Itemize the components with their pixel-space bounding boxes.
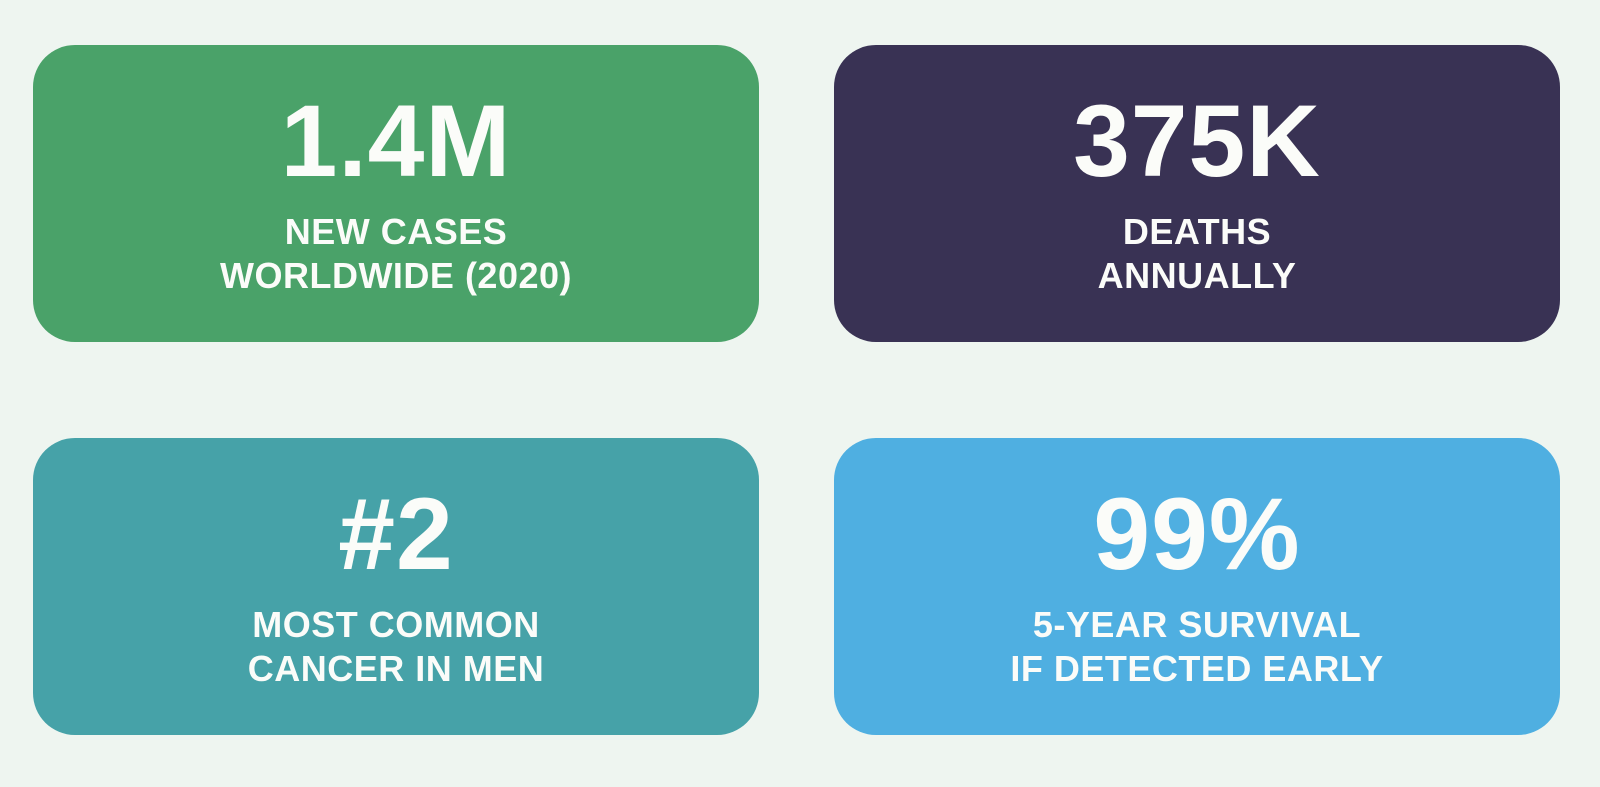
stat-label-ranking: MOST COMMON CANCER IN MEN — [248, 603, 545, 689]
stat-label-line: 5-YEAR SURVIVAL — [1032, 604, 1362, 646]
stat-card-ranking: #2 MOST COMMON CANCER IN MEN — [33, 438, 759, 735]
stat-label-line: MOST COMMON — [252, 604, 540, 646]
stat-label-line: DEATHS — [1122, 211, 1272, 253]
stat-label-new-cases: NEW CASES WORLDWIDE (2020) — [220, 210, 572, 296]
stat-label-line: NEW CASES — [284, 211, 508, 253]
stat-card-new-cases: 1.4M NEW CASES WORLDWIDE (2020) — [33, 45, 759, 342]
stat-value-deaths: 375K — [1073, 84, 1321, 199]
stat-card-survival: 99% 5-YEAR SURVIVAL IF DETECTED EARLY — [834, 438, 1560, 735]
stat-value-ranking: #2 — [338, 477, 454, 592]
stat-label-survival: 5-YEAR SURVIVAL IF DETECTED EARLY — [1010, 603, 1383, 689]
stat-label-line: IF DETECTED EARLY — [1010, 647, 1384, 689]
stat-value-survival: 99% — [1093, 477, 1301, 592]
stat-label-line: ANNUALLY — [1097, 254, 1297, 296]
stat-label-line: CANCER IN MEN — [247, 647, 545, 689]
stat-label-line: WORLDWIDE (2020) — [219, 254, 573, 296]
stat-card-deaths: 375K DEATHS ANNUALLY — [834, 45, 1560, 342]
stat-value-new-cases: 1.4M — [280, 84, 512, 199]
stat-label-deaths: DEATHS ANNUALLY — [1098, 210, 1297, 296]
